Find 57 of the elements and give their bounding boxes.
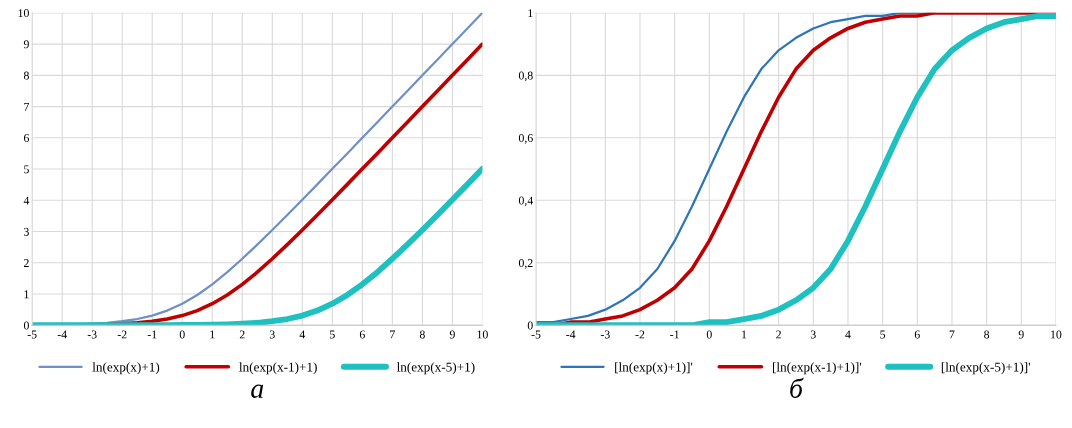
x-tick-label: 0 bbox=[706, 330, 712, 339]
x-tick-label: -4 bbox=[566, 330, 576, 339]
x-tick-label: 0 bbox=[179, 330, 185, 339]
y-tick-label: 7 bbox=[24, 102, 30, 111]
y-tick-label: 5 bbox=[24, 165, 29, 174]
x-tick-label: 8 bbox=[419, 330, 425, 339]
y-tick-label: 0,8 bbox=[518, 71, 533, 82]
x-tick-label: -2 bbox=[635, 330, 645, 339]
text: а bbox=[251, 384, 264, 398]
legend-label: ln(exp(x-1)+1) bbox=[239, 362, 317, 375]
y-tick-label: 4 bbox=[23, 196, 30, 205]
legend-label: [ln(exp(x-1)+1)]' bbox=[772, 362, 862, 375]
y-tick-label: 8 bbox=[23, 71, 29, 80]
x-tick-label: 4 bbox=[845, 330, 851, 339]
x-tick-label: 9 bbox=[449, 330, 455, 339]
y-tick-label: 10 bbox=[18, 9, 29, 18]
x-tick-label: 2 bbox=[776, 330, 781, 339]
legend-label: [ln(exp(x)+1)]' bbox=[615, 362, 693, 375]
x-tick-label: 10 bbox=[1051, 330, 1062, 339]
x-tick-label: -4 bbox=[57, 330, 67, 339]
y-tick-label: 6 bbox=[23, 134, 30, 143]
x-tick-label: 10 bbox=[477, 330, 488, 339]
x-tick-label: 8 bbox=[984, 330, 990, 339]
x-tick-label: -3 bbox=[87, 330, 97, 339]
x-tick-label: 7 bbox=[949, 330, 955, 339]
x-tick-label: 3 bbox=[269, 330, 275, 339]
y-tick-label: 0,6 bbox=[518, 134, 533, 144]
y-tick-label: 1 bbox=[24, 290, 29, 299]
text: б bbox=[790, 377, 804, 398]
x-tick-label: 9 bbox=[1018, 330, 1024, 339]
y-tick-label: 1 bbox=[528, 9, 533, 17]
x-tick-label: -5 bbox=[531, 330, 541, 339]
y-tick-label: 9 bbox=[23, 40, 29, 49]
x-tick-label: 4 bbox=[299, 330, 306, 339]
x-tick-label: -5 bbox=[27, 330, 37, 339]
legend-label: ln(exp(x-5)+1) bbox=[396, 362, 475, 375]
y-tick-label: 0 bbox=[23, 321, 29, 330]
legend-label: [ln(exp(x-5)+1)]' bbox=[941, 362, 1030, 375]
y-tick-label: 3 bbox=[24, 227, 29, 236]
y-tick-label: 0 bbox=[527, 321, 533, 330]
x-tick-label: 1 bbox=[742, 330, 747, 339]
y-tick-label: 0,4 bbox=[518, 196, 534, 207]
x-tick-label: 1 bbox=[210, 330, 215, 339]
y-tick-label: 0,2 bbox=[518, 259, 533, 269]
x-tick-label: 2 bbox=[239, 330, 245, 339]
x-tick-label: 7 bbox=[390, 330, 395, 339]
x-tick-label: -1 bbox=[147, 330, 157, 339]
x-tick-label: -1 bbox=[670, 330, 679, 339]
legend-label: ln(exp(x)+1) bbox=[92, 362, 160, 375]
x-tick-label: 5 bbox=[330, 330, 335, 339]
x-tick-label: 6 bbox=[359, 330, 365, 339]
x-tick-label: -2 bbox=[117, 330, 127, 339]
x-tick-label: 6 bbox=[914, 330, 920, 339]
y-tick-label: 2 bbox=[24, 259, 29, 267]
x-tick-label: 5 bbox=[880, 330, 886, 339]
x-tick-label: -3 bbox=[600, 330, 610, 339]
x-tick-label: 3 bbox=[810, 330, 816, 339]
